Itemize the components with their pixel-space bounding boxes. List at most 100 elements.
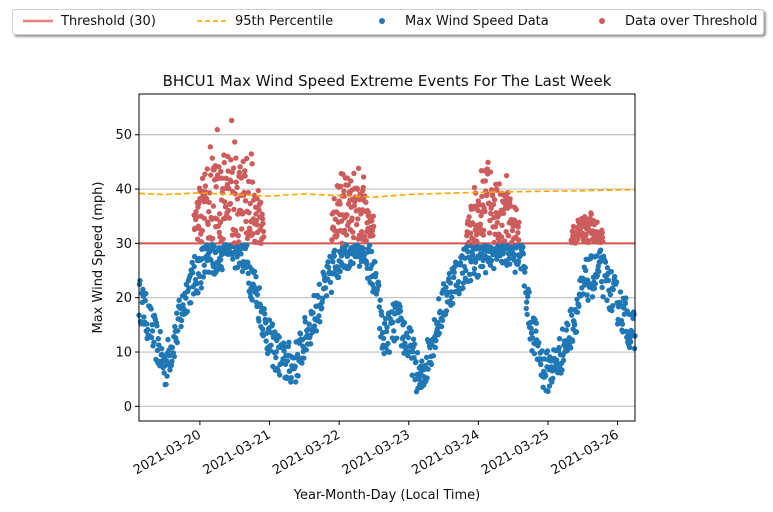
wind-data-point xyxy=(410,336,417,342)
wind-data-point xyxy=(598,278,605,285)
over-threshold-point xyxy=(216,211,223,217)
wind-data-point xyxy=(405,334,411,341)
over-threshold-point xyxy=(248,151,255,157)
wind-data-point xyxy=(154,347,161,354)
wind-data-point xyxy=(269,321,276,327)
over-threshold-point xyxy=(600,239,606,245)
wind-data-point xyxy=(409,372,415,378)
wind-data-point xyxy=(619,321,626,327)
wind-data-point xyxy=(238,251,244,257)
wind-data-point xyxy=(448,289,454,295)
over-threshold-point xyxy=(229,232,236,238)
over-threshold-point xyxy=(355,165,362,172)
wind-data-point xyxy=(273,349,279,355)
legend-wind-swatch xyxy=(379,18,385,24)
over-threshold-point xyxy=(246,209,252,216)
over-threshold-point xyxy=(339,240,345,247)
wind-data-point xyxy=(325,259,331,265)
wind-data-point xyxy=(186,285,192,291)
over-threshold-point xyxy=(228,117,235,124)
wind-data-point xyxy=(585,297,591,303)
over-threshold-point xyxy=(588,211,594,217)
over-threshold-point xyxy=(350,234,357,241)
wind-data-point xyxy=(607,291,614,298)
over-threshold-point xyxy=(482,208,488,215)
wind-data-point xyxy=(425,366,431,372)
wind-data-point xyxy=(480,263,486,270)
wind-data-point xyxy=(382,315,389,322)
wind-data-point xyxy=(381,320,388,327)
over-threshold-point xyxy=(361,233,368,240)
wind-data-point xyxy=(413,359,419,365)
wind-data-point xyxy=(261,311,268,317)
over-threshold-point xyxy=(247,200,253,207)
wind-data-point xyxy=(335,274,342,280)
x-tick-label: 2021-03-23 xyxy=(340,427,413,478)
wind-data-point xyxy=(391,328,397,334)
wind-data-point xyxy=(604,265,611,271)
x-tick-label: 2021-03-25 xyxy=(479,427,552,478)
over-threshold-point xyxy=(217,219,224,226)
wind-data-point xyxy=(468,259,474,265)
over-threshold-point xyxy=(466,214,472,220)
over-threshold-point xyxy=(360,184,366,191)
over-threshold-point xyxy=(196,200,202,207)
wind-data-point xyxy=(332,247,338,254)
wind-data-point xyxy=(169,344,176,351)
wind-data-point xyxy=(292,379,299,385)
wind-data-point xyxy=(380,335,387,342)
wind-data-point xyxy=(253,274,259,280)
over-threshold-point xyxy=(199,175,206,181)
wind-data-point xyxy=(323,293,330,299)
wind-data-point xyxy=(613,279,620,285)
wind-data-point xyxy=(609,307,615,314)
wind-data-point xyxy=(319,305,325,311)
over-threshold-point xyxy=(234,196,241,202)
wind-data-point xyxy=(491,265,497,272)
wind-data-point xyxy=(571,322,578,328)
over-threshold-point xyxy=(261,234,267,240)
over-threshold-point xyxy=(210,203,217,209)
wind-data-point xyxy=(563,327,570,333)
wind-data-point xyxy=(466,271,473,277)
wind-data-point xyxy=(471,270,477,277)
wind-data-point xyxy=(200,274,206,280)
x-tick-label: 2021-03-22 xyxy=(270,427,343,478)
over-threshold-point xyxy=(599,230,605,236)
wind-data-point xyxy=(305,326,311,332)
wind-data-point xyxy=(322,285,329,291)
wind-data-point xyxy=(366,242,373,248)
over-threshold-point xyxy=(222,204,229,210)
over-threshold-point xyxy=(218,168,224,175)
wind-data-point xyxy=(316,313,322,319)
over-threshold-point xyxy=(350,229,356,235)
x-axis-label: Year-Month-Day (Local Time) xyxy=(293,488,480,503)
wind-data-point xyxy=(195,290,201,296)
wind-data-point xyxy=(573,329,580,335)
wind-data-point xyxy=(436,330,442,336)
wind-data-point xyxy=(569,338,576,344)
over-threshold-point xyxy=(509,227,516,234)
over-threshold-point xyxy=(254,222,260,228)
wind-data-point xyxy=(548,364,555,370)
over-threshold-point xyxy=(496,181,502,187)
wind-data-point xyxy=(260,326,266,332)
over-threshold-point xyxy=(208,172,214,178)
over-threshold-point xyxy=(341,188,347,194)
over-threshold-point xyxy=(230,165,237,171)
wind-data-point xyxy=(164,373,170,379)
over-threshold-point xyxy=(498,234,505,240)
wind-data-point xyxy=(368,248,375,255)
wind-data-point xyxy=(176,297,182,304)
over-threshold-point xyxy=(244,155,250,162)
over-threshold-point xyxy=(488,210,494,217)
wind-data-point xyxy=(281,343,288,350)
over-threshold-point xyxy=(501,238,508,244)
wind-data-point xyxy=(386,349,393,355)
wind-data-point xyxy=(622,300,629,307)
wind-data-point xyxy=(475,272,482,279)
wind-data-point xyxy=(245,259,251,266)
wind-data-point xyxy=(409,349,416,355)
over-threshold-point xyxy=(486,200,492,206)
y-tick-label: 30 xyxy=(115,237,132,252)
